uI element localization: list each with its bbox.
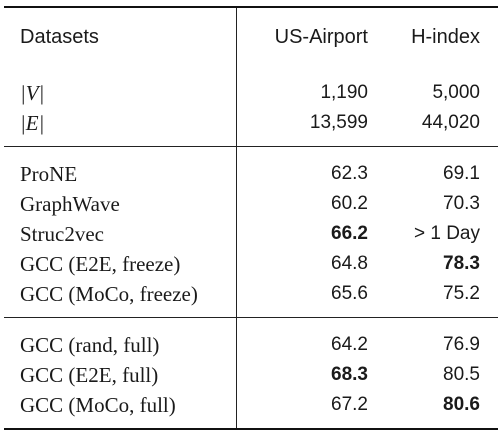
score-h-index: 75.2 [443,283,480,304]
score-us-airport: 64.2 [235,330,378,360]
table-row: GCC (E2E, freeze) 64.8 78.3 [4,249,498,279]
header-datasets: Datasets [20,26,99,48]
section-rule [4,138,498,147]
method-label: GCC (E2E, freeze) [20,252,181,276]
header-h-index: H-index [411,26,480,48]
spacer-row [4,66,498,78]
results-table: Datasets US-Airport H-index |V| 1,190 5,… [4,6,498,430]
score-h-index: 78.3 [443,253,480,274]
score-us-airport: 60.2 [235,189,378,219]
score-h-index: 69.1 [443,163,480,184]
table-row: GraphWave 60.2 70.3 [4,189,498,219]
header-us-airport: US-Airport [235,7,378,66]
stat-label: |V| [20,81,45,105]
method-label: ProNE [20,162,78,186]
table-row: Struc2vec 66.2 > 1 Day [4,219,498,249]
table-row: |E| 13,599 44,020 [4,108,498,138]
table-row: GCC (E2E, full) 68.3 80.5 [4,360,498,390]
score-us-airport: 64.8 [235,249,378,279]
score-us-airport: 66.2 [235,219,378,249]
stat-value-h-index: 5,000 [432,82,480,103]
table-header-row: Datasets US-Airport H-index [4,7,498,66]
score-h-index: 76.9 [443,334,480,355]
stat-value-us-airport: 13,599 [235,108,378,138]
stat-value-us-airport: 1,190 [235,78,378,108]
spacer-row [4,146,498,159]
table-row: GCC (rand, full) 64.2 76.9 [4,330,498,360]
results-table-container: Datasets US-Airport H-index |V| 1,190 5,… [4,6,498,430]
table-row: |V| 1,190 5,000 [4,78,498,108]
method-label: GCC (MoCo, full) [20,393,176,417]
score-h-index: 80.5 [443,364,480,385]
method-label: GCC (rand, full) [20,333,160,357]
section-rule [4,309,498,318]
spacer-row [4,317,498,330]
score-us-airport: 65.6 [235,279,378,309]
score-h-index: 80.6 [443,394,480,415]
method-label: GraphWave [20,192,120,216]
score-h-index: 70.3 [443,193,480,214]
table-row: GCC (MoCo, full) 67.2 80.6 [4,390,498,420]
score-us-airport: 67.2 [235,390,378,420]
method-label: Struc2vec [20,222,104,246]
method-label: GCC (E2E, full) [20,363,159,387]
score-h-index: > 1 Day [413,223,480,244]
table-row: GCC (MoCo, freeze) 65.6 75.2 [4,279,498,309]
stat-label: |E| [20,111,45,135]
table-row: ProNE 62.3 69.1 [4,159,498,189]
bottom-rule [4,420,498,430]
method-label: GCC (MoCo, freeze) [20,282,198,306]
stat-value-h-index: 44,020 [421,112,480,133]
score-us-airport: 62.3 [235,159,378,189]
score-us-airport: 68.3 [235,360,378,390]
